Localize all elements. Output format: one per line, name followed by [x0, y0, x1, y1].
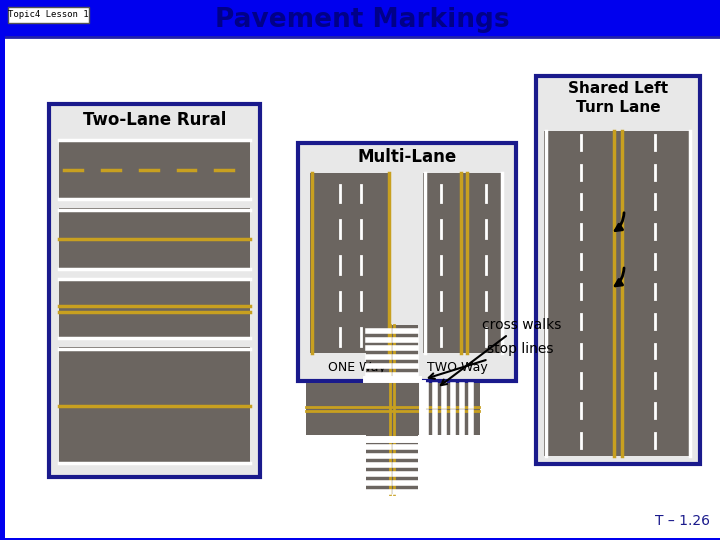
Text: ONE Way: ONE Way — [328, 361, 386, 374]
Text: Pavement Markings: Pavement Markings — [215, 6, 510, 32]
Bar — [306, 383, 480, 435]
Text: Topic4 Lesson 1: Topic4 Lesson 1 — [8, 10, 89, 19]
Bar — [50, 104, 260, 477]
Bar — [4, 2, 720, 37]
Text: T – 1.26: T – 1.26 — [655, 514, 710, 528]
Text: Two-Lane Rural: Two-Lane Rural — [83, 111, 226, 129]
Text: Shared Left
Turn Lane: Shared Left Turn Lane — [568, 82, 668, 115]
Bar — [310, 173, 391, 354]
Bar — [536, 76, 700, 464]
Bar — [59, 139, 250, 200]
FancyBboxPatch shape — [8, 6, 89, 23]
Bar — [59, 278, 250, 340]
Text: stop lines: stop lines — [429, 342, 553, 379]
Bar — [298, 143, 516, 381]
Text: TWO Way: TWO Way — [427, 361, 487, 374]
Bar — [59, 208, 250, 270]
Bar — [366, 383, 418, 435]
Bar — [423, 173, 505, 354]
Text: cross walks: cross walks — [441, 318, 561, 385]
FancyArrowPatch shape — [615, 268, 624, 286]
FancyArrowPatch shape — [615, 213, 624, 231]
Bar — [544, 131, 692, 456]
Text: Multi-Lane: Multi-Lane — [357, 148, 456, 166]
Bar — [366, 325, 418, 494]
Bar — [59, 348, 250, 465]
